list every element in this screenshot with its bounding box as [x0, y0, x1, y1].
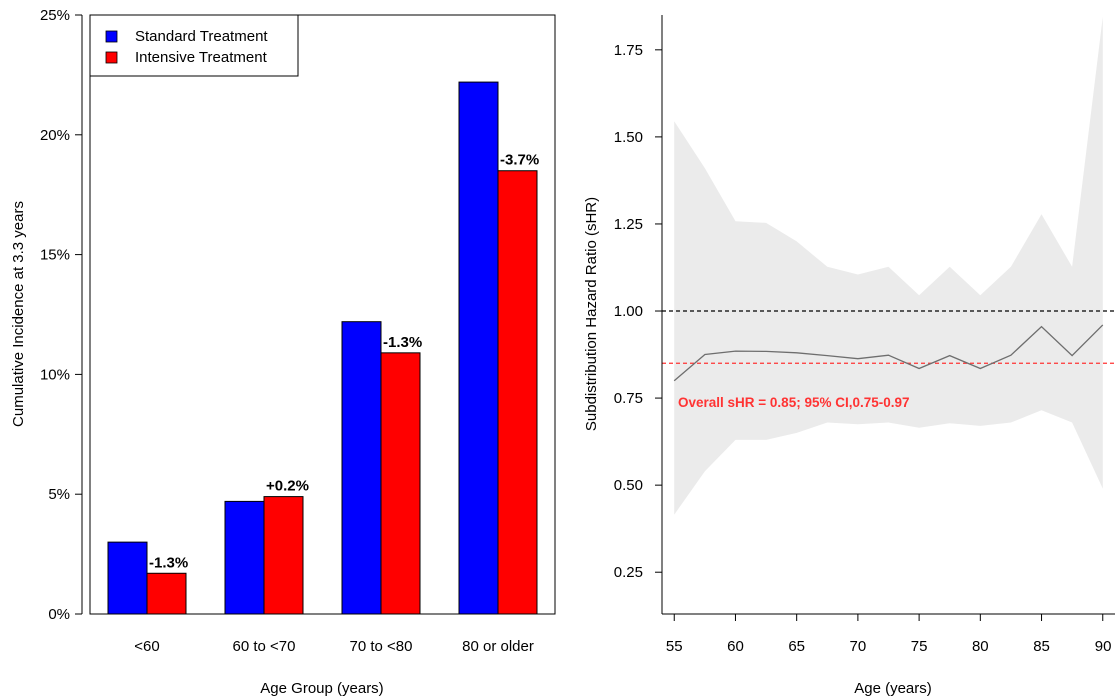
bar-intensive: [380, 352, 421, 615]
bar-y-tick-label: 0%: [48, 606, 70, 623]
shr-x-tick-label: 55: [666, 638, 683, 655]
bar-y-axis-title: Cumulative Incidence at 3.3 years: [10, 201, 27, 427]
bar-y-tick-label: 20%: [40, 127, 70, 144]
shr-y-tick-label: 1.00: [614, 303, 643, 320]
bar-y-tick-label: 25%: [40, 7, 70, 24]
shr-y-tick-label: 1.50: [614, 129, 643, 146]
bar-chart-frame: [89, 14, 556, 615]
legend-label-intensive: Intensive Treatment: [135, 49, 268, 66]
shr-x-tick-label: 85: [1033, 638, 1050, 655]
shr-x-axis-title: Age (years): [854, 680, 932, 697]
shr-y-tick-label: 0.50: [614, 477, 643, 494]
legend-box: [89, 14, 299, 77]
shr-x-axis: 55 60 65 70 75 80 85 90: [666, 614, 1112, 655]
shr-y-axis: 0.25 0.50 0.75 1.00 1.25 1.50 1.75: [614, 42, 662, 581]
bar-standard: [224, 500, 265, 615]
bar-y-tick-label: 5%: [48, 486, 70, 503]
shr-y-tick-label: 1.75: [614, 42, 643, 59]
shr-y-tick-label: 0.25: [614, 564, 643, 581]
bar-intensive: [263, 496, 304, 615]
shr-y-axis-title: Subdistribution Hazard Ratio (sHR): [583, 197, 600, 431]
overall-shr-label: Overall sHR = 0.85; 95% CI,0.75-0.97: [678, 395, 910, 410]
bar-x-axis-title: Age Group (years): [260, 680, 383, 697]
bar-x-tick-label: <60: [134, 638, 159, 655]
ci-band: [674, 16, 1103, 515]
bar-y-tick-label: 10%: [40, 366, 70, 383]
shr-x-tick-label: 70: [850, 638, 867, 655]
legend-swatch-standard: [105, 30, 118, 43]
difference-label: -3.7%: [500, 152, 539, 169]
bar-standard: [458, 81, 499, 615]
bar-x-tick-label: 80 or older: [462, 638, 534, 655]
bar-standard: [107, 541, 148, 615]
bar-x-axis: <60 60 to <70 70 to <80 80 or older: [134, 638, 534, 655]
shr-x-tick-label: 90: [1095, 638, 1112, 655]
bar-intensive: [497, 170, 538, 615]
shr-x-tick-label: 80: [972, 638, 989, 655]
difference-label: -1.3%: [383, 334, 422, 351]
bar-x-tick-label: 60 to <70: [233, 638, 296, 655]
shr-x-tick-label: 65: [788, 638, 805, 655]
bar-legend: Standard Treatment Intensive Treatment: [89, 14, 299, 77]
difference-label: -1.3%: [149, 554, 188, 571]
shr-y-tick-label: 0.75: [614, 390, 643, 407]
bar-series: -1.3% +0.2% -1.3% -3.7%: [107, 81, 539, 615]
shr-line: [673, 324, 1104, 382]
shr-y-tick-label: 1.25: [614, 216, 643, 233]
difference-label: +0.2%: [266, 478, 309, 495]
bar-y-axis: 0% 5% 10% 15% 20% 25%: [40, 7, 83, 623]
bar-x-tick-label: 70 to <80: [350, 638, 413, 655]
shr-x-tick-label: 60: [727, 638, 744, 655]
bar-chart-panel: 0% 5% 10% 15% 20% 25% -1.3% +0.2% -1.3% -3.7% <6…: [10, 7, 556, 697]
bar-standard: [341, 321, 382, 615]
bar-intensive: [146, 572, 187, 615]
shr-chart-panel: Overall sHR = 0.85; 95% CI,0.75-0.97 0.2…: [583, 15, 1115, 697]
legend-label-standard: Standard Treatment: [135, 28, 268, 45]
bar-y-tick-label: 15%: [40, 247, 70, 264]
shr-x-tick-label: 75: [911, 638, 928, 655]
legend-swatch-intensive: [105, 51, 118, 64]
